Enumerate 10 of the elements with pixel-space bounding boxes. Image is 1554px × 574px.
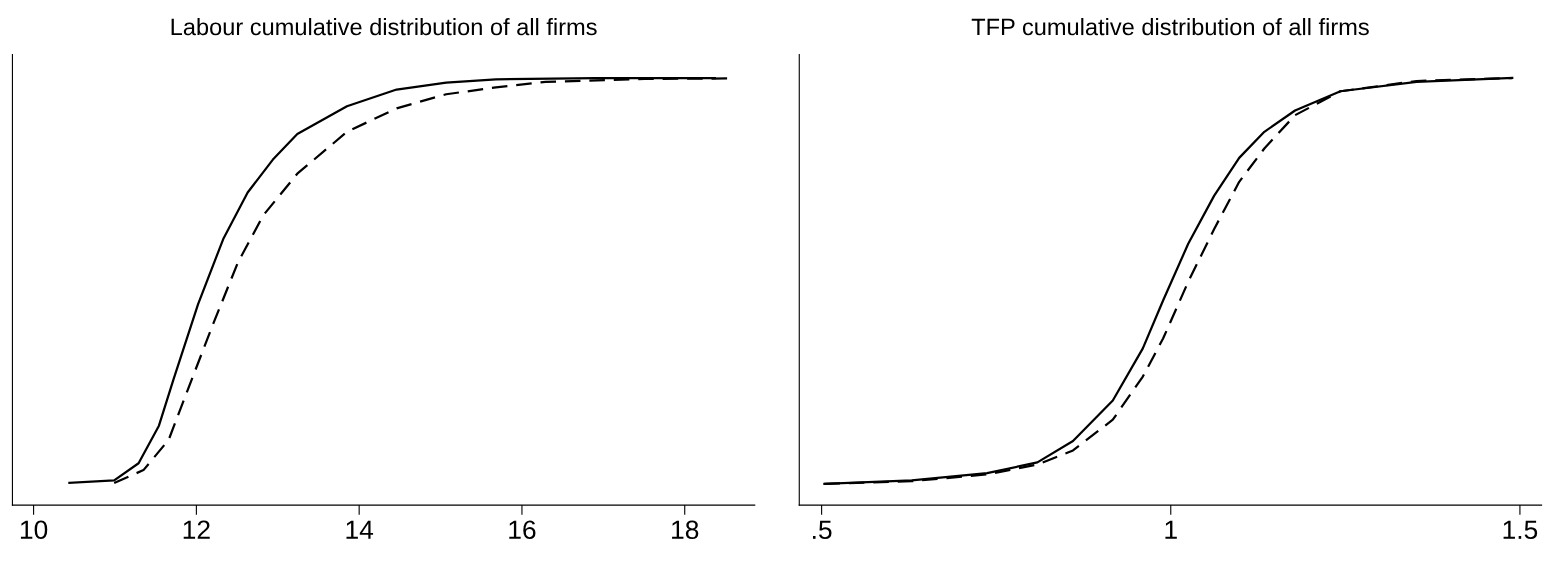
x-tick-label: 14: [346, 520, 374, 539]
x-tick-label: 16: [509, 520, 536, 540]
x-tick-label: .5: [813, 520, 832, 540]
x-tick-label: 10: [20, 520, 48, 540]
x-tick-label: 1.5: [1503, 520, 1538, 540]
x-tick-label: 18: [672, 520, 699, 540]
chart-title: TFP cumulative distribution of all firms: [971, 17, 1369, 36]
x-tick-label: 12: [183, 520, 210, 539]
chart-title: Labour cumulative distribution of all firms: [171, 17, 597, 36]
x-tick-label: 1: [1165, 520, 1177, 539]
